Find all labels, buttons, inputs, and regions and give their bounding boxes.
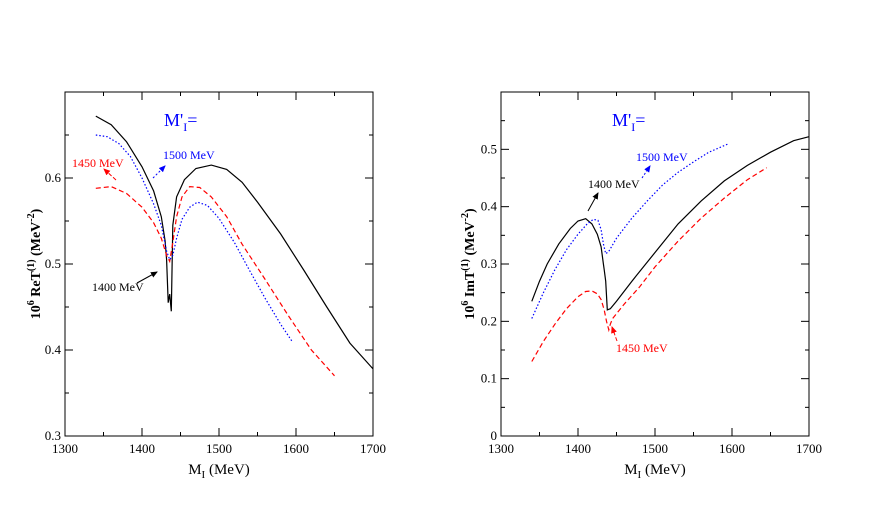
left-x-tick-label: 1400 bbox=[129, 441, 155, 456]
right-arrow-1500 bbox=[641, 165, 651, 179]
left-x-tick-label: 1700 bbox=[360, 441, 386, 456]
right-y-tick-label: 0.4 bbox=[481, 199, 498, 214]
right-y-tick-label: 0.5 bbox=[481, 141, 497, 156]
right-x-tick-label: 1300 bbox=[488, 441, 514, 456]
left-y-tick-label: 0.4 bbox=[45, 342, 62, 357]
left-y-tick-label: 0.5 bbox=[45, 256, 61, 271]
left-annotation-1450: 1450 MeV bbox=[72, 156, 124, 170]
left-x-tick-label: 1500 bbox=[206, 441, 232, 456]
right-mprime-label: M'I= bbox=[612, 110, 645, 134]
left-chart: 1300 1400 1500 1600 1700 0.3 0.4 0.5 0.6 106 ReT… bbox=[26, 91, 386, 481]
right-annotation-1450: 1450 MeV bbox=[616, 341, 668, 355]
right-series-1400-mev bbox=[531, 136, 810, 311]
right-x-tick-label: 1700 bbox=[796, 441, 822, 456]
left-axis-ticks: 1300 1400 1500 1600 1700 0.3 0.4 0.5 0.6 bbox=[45, 91, 386, 456]
right-x-axis-label: MI (MeV) bbox=[624, 462, 686, 481]
right-curves bbox=[531, 136, 810, 362]
left-series-1500-mev bbox=[95, 134, 293, 342]
left-x-tick-label: 1300 bbox=[52, 441, 78, 456]
left-arrow-1400 bbox=[136, 271, 158, 284]
right-series-1450-mev bbox=[531, 167, 768, 362]
left-series-1450-mev bbox=[95, 185, 335, 377]
left-annotation-1400: 1400 MeV bbox=[92, 280, 144, 294]
right-x-tick-label: 1500 bbox=[642, 441, 668, 456]
right-arrow-1450 bbox=[611, 326, 618, 342]
right-axis-ticks: 1300 1400 1500 1600 1700 0 0.1 0.2 0.3 0.4 0.5 bbox=[481, 91, 822, 456]
left-arrow-1500 bbox=[152, 165, 166, 179]
right-annotation-1400: 1400 MeV bbox=[588, 177, 640, 191]
left-y-tick-label: 0.3 bbox=[45, 428, 61, 443]
left-plot-frame bbox=[64, 91, 374, 437]
right-y-tick-label: 0.1 bbox=[481, 371, 497, 386]
right-y-tick-label: 0.3 bbox=[481, 256, 497, 271]
right-y-tick-label: 0.2 bbox=[481, 313, 497, 328]
right-arrow-1400 bbox=[587, 192, 599, 212]
left-x-tick-label: 1600 bbox=[283, 441, 309, 456]
right-chart: 1300 1400 1500 1600 1700 0 0.1 0.2 0.3 0.4 0.5 106… bbox=[460, 91, 822, 481]
left-arrow-1450 bbox=[103, 168, 117, 181]
right-x-tick-label: 1400 bbox=[565, 441, 591, 456]
left-annotation-1500: 1500 MeV bbox=[163, 148, 215, 162]
left-y-axis-label: 106 ReT(1) (MeV-2) bbox=[26, 208, 44, 319]
right-y-axis-label: 106 ImT(1) (MeV-2) bbox=[460, 208, 478, 320]
left-x-axis-label: MI (MeV) bbox=[188, 462, 250, 481]
left-series-1400-mev bbox=[95, 115, 374, 370]
left-y-tick-label: 0.6 bbox=[45, 170, 62, 185]
right-annotation-1500: 1500 MeV bbox=[636, 150, 688, 164]
left-curves bbox=[95, 115, 374, 377]
right-y-tick-label: 0 bbox=[491, 428, 498, 443]
right-x-tick-label: 1600 bbox=[719, 441, 745, 456]
left-mprime-label: M'I= bbox=[164, 110, 197, 134]
right-series-1500-mev bbox=[531, 143, 730, 319]
